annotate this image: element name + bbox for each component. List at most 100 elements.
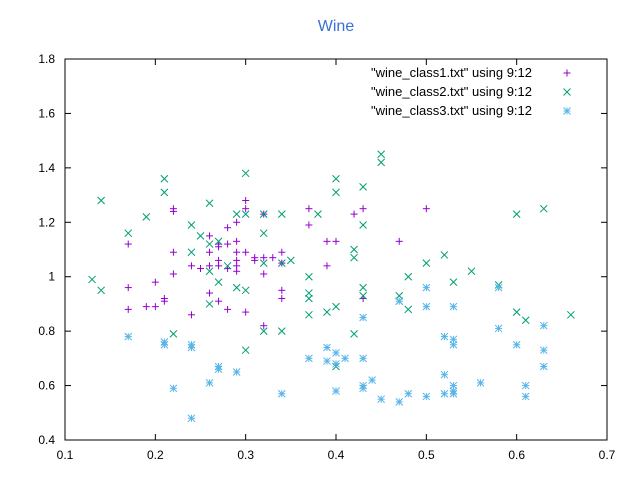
- data-point: [242, 308, 250, 316]
- data-point: [305, 272, 313, 281]
- data-point: [305, 205, 313, 213]
- series-3: [124, 283, 548, 423]
- data-point: [224, 240, 232, 248]
- data-point: [305, 289, 313, 297]
- data-point: [260, 270, 268, 278]
- data-point: [286, 256, 295, 265]
- data-point: [323, 237, 331, 245]
- data-point: [332, 237, 340, 245]
- data-point: [440, 251, 449, 259]
- x-tick-label: 0.5: [418, 448, 435, 462]
- data-point: [224, 305, 232, 313]
- data-point: [151, 278, 159, 286]
- data-point: [332, 387, 340, 395]
- data-point: [187, 262, 195, 270]
- data-point: [512, 308, 521, 316]
- data-point: [233, 267, 241, 275]
- data-point: [97, 286, 105, 295]
- data-point: [269, 254, 277, 262]
- data-point: [97, 196, 105, 205]
- data-point: [332, 349, 340, 357]
- data-point: [169, 207, 177, 215]
- data-point: [377, 158, 386, 167]
- data-point: [277, 389, 286, 398]
- data-point: [142, 212, 151, 221]
- data-point: [214, 237, 223, 246]
- data-point: [278, 294, 286, 302]
- x-tick-label: 0.6: [508, 448, 525, 462]
- data-point: [323, 308, 331, 316]
- data-point: [215, 262, 223, 270]
- legend-label-2: "wine_class2.txt" using 9:12: [371, 84, 532, 99]
- data-point: [305, 221, 313, 229]
- data-point: [440, 389, 449, 398]
- legend-marker-2: [563, 88, 571, 96]
- data-point: [187, 221, 196, 229]
- data-point: [169, 384, 178, 393]
- data-point: [224, 224, 232, 232]
- data-point: [359, 313, 367, 322]
- data-point: [314, 210, 322, 218]
- data-point: [359, 221, 367, 229]
- data-point: [260, 322, 268, 330]
- data-point: [395, 237, 403, 245]
- data-point: [169, 248, 177, 256]
- data-point: [169, 330, 178, 338]
- data-point: [449, 302, 458, 311]
- data-point: [323, 343, 331, 352]
- data-point: [214, 278, 223, 287]
- data-point: [277, 327, 286, 335]
- data-point: [359, 384, 367, 393]
- data-point: [205, 267, 214, 276]
- data-point: [160, 340, 169, 349]
- data-point: [205, 300, 214, 308]
- legend-marker-3: [563, 107, 571, 115]
- data-point: [395, 297, 404, 306]
- series-2: [88, 150, 575, 371]
- data-point: [323, 262, 331, 270]
- data-point: [142, 303, 150, 311]
- data-point: [467, 267, 476, 276]
- data-point: [521, 381, 530, 390]
- data-point: [124, 284, 132, 292]
- axis-ticks: 0.1 0.2 0.3 0.4 0.5 0.6 0.7 0.4 0.6 0.8 1 1.2 1.4 1.6…: [38, 52, 615, 462]
- data-point: [205, 378, 214, 387]
- data-point: [259, 259, 268, 267]
- data-point: [539, 321, 548, 330]
- data-point: [422, 392, 431, 401]
- data-point: [259, 210, 268, 218]
- data-point: [215, 297, 223, 305]
- data-point: [422, 283, 431, 292]
- data-point: [395, 291, 404, 300]
- data-points: [88, 150, 575, 423]
- data-point: [539, 346, 548, 355]
- data-point: [205, 199, 214, 208]
- data-point: [241, 286, 250, 295]
- data-point: [206, 232, 214, 240]
- data-point: [206, 248, 214, 256]
- data-point: [422, 205, 430, 213]
- data-point: [187, 248, 196, 257]
- data-point: [359, 205, 367, 213]
- data-point: [494, 283, 503, 292]
- data-point: [187, 311, 195, 319]
- y-tick-label: 1.4: [38, 161, 55, 175]
- data-point: [350, 330, 358, 338]
- data-point: [521, 392, 530, 401]
- data-point: [124, 332, 133, 341]
- series-1: [124, 197, 430, 330]
- data-point: [241, 210, 250, 218]
- data-point: [350, 210, 358, 218]
- y-tick-label: 0.8: [38, 324, 55, 338]
- data-point: [332, 188, 340, 197]
- data-point: [259, 229, 268, 238]
- data-point: [567, 310, 575, 319]
- data-point: [223, 261, 232, 270]
- y-tick-label: 1.2: [38, 215, 55, 229]
- data-point: [395, 398, 404, 406]
- x-tick-label: 0.7: [599, 448, 616, 462]
- data-point: [368, 376, 376, 384]
- legend-label-1: "wine_class1.txt" using 9:12: [371, 65, 532, 80]
- data-point: [332, 302, 340, 311]
- data-point: [494, 324, 503, 333]
